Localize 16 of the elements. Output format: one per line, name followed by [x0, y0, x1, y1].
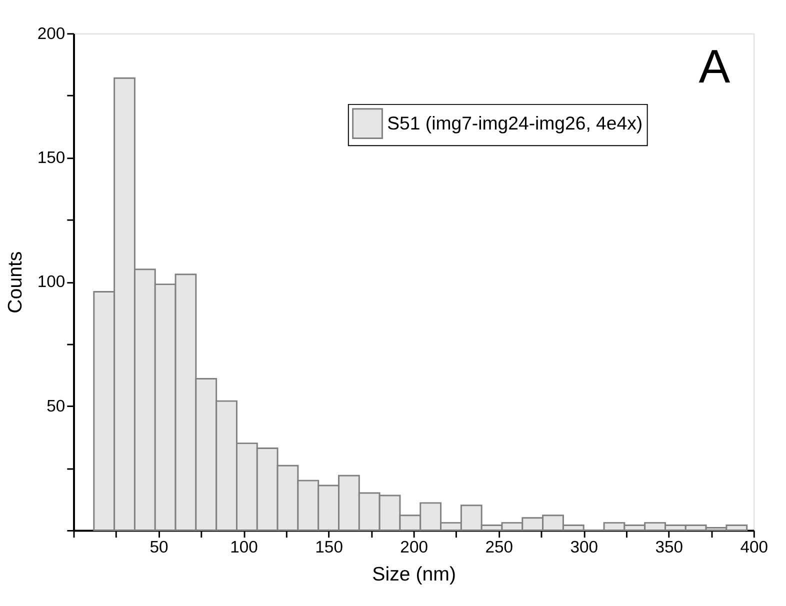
x-tick-label: 250 [485, 537, 513, 556]
x-tick-label: 50 [150, 537, 168, 556]
x-tick-label: 200 [400, 537, 428, 556]
y-axis-title: Counts [4, 251, 27, 314]
legend-label: S51 (img7-img24-img26, 4e4x) [387, 112, 643, 134]
x-tick-label: 100 [230, 537, 258, 556]
x-tick-label: 400 [740, 537, 768, 556]
x-axis-title: Size (nm) [372, 564, 456, 586]
x-tick-label: 350 [655, 537, 684, 556]
y-tick-label: 100 [37, 272, 66, 292]
y-tick-label: 200 [37, 24, 66, 43]
annotation: A [698, 39, 731, 92]
y-tick-label: 50 [46, 396, 66, 416]
y-tick-label: 150 [37, 148, 66, 167]
x-tick-label: 150 [315, 537, 343, 556]
x-tick-label: 300 [570, 537, 598, 556]
